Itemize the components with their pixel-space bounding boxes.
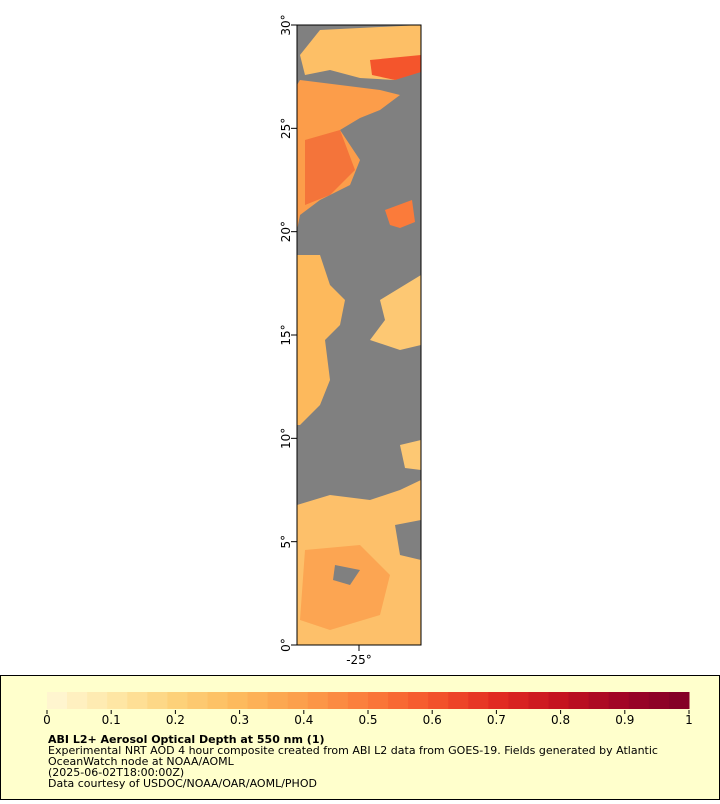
- colorbar-swatch: [668, 692, 690, 709]
- colorbar-tick-label: 0.8: [551, 713, 570, 727]
- y-tick-label: 15°: [279, 324, 293, 345]
- colorbar-swatch: [307, 692, 329, 709]
- colorbar-swatch: [428, 692, 449, 709]
- colorbar-swatch: [448, 692, 469, 709]
- colorbar-swatch: [488, 692, 509, 709]
- map-field: [296, 24, 422, 646]
- axes: 0° 5° 10° 15° 20° 25° 30° -25°: [279, 14, 372, 667]
- colorbar-swatch: [247, 692, 269, 709]
- colorbar-tick-label: 0.4: [294, 713, 313, 727]
- colorbar-tick-label: 0.7: [487, 713, 506, 727]
- colorbar-swatch: [207, 692, 229, 709]
- aod-region: [300, 545, 390, 630]
- y-tick-label: 30°: [279, 14, 293, 35]
- colorbar-swatch: [468, 692, 489, 709]
- colorbar-tick-label: 0.3: [230, 713, 249, 727]
- colorbar-tick-label: 0.2: [166, 713, 185, 727]
- colorbar-swatch: [408, 692, 429, 709]
- colorbar-swatch: [347, 692, 369, 709]
- caption-line: Data courtesy of USDOC/NOAA/OAR/AOML/PHO…: [48, 777, 317, 790]
- colorbar-tick-label: 0: [43, 713, 51, 727]
- colorbar-swatch: [588, 692, 610, 709]
- colorbar-tick-label: 0.6: [423, 713, 442, 727]
- colorbar-tick-label: 1: [685, 713, 693, 727]
- aod-region: [370, 55, 421, 80]
- aod-region: [385, 200, 415, 228]
- colorbar-swatch: [147, 692, 168, 709]
- colorbar-swatch: [227, 692, 249, 709]
- colorbar-tick-label: 0.1: [102, 713, 121, 727]
- colorbar-swatch: [67, 692, 88, 709]
- caption-line: OceanWatch node at NOAA/AOML: [48, 755, 235, 768]
- colorbar-swatch: [368, 692, 389, 709]
- colorbar-swatch: [608, 692, 630, 709]
- colorbar: 0 0.1 0.2 0.3 0.4 0.5 0.6 0.7 0.8 0.9 1: [43, 692, 693, 727]
- colorbar-swatch: [267, 692, 289, 709]
- y-tick-label: 25°: [279, 118, 293, 139]
- colorbar-swatch: [548, 692, 570, 709]
- colorbar-swatch: [107, 692, 128, 709]
- y-tick-label: 0°: [279, 638, 293, 652]
- colorbar-swatch: [187, 692, 208, 709]
- colorbar-swatch: [528, 692, 550, 709]
- x-tick-label: -25°: [346, 653, 372, 667]
- colorbar-swatch: [628, 692, 650, 709]
- colorbar-swatch: [508, 692, 529, 709]
- colorbar-swatch: [167, 692, 188, 709]
- y-tick-label: 10°: [279, 428, 293, 449]
- caption-line: Experimental NRT AOD 4 hour composite cr…: [48, 744, 658, 757]
- colorbar-swatch: [388, 692, 409, 709]
- y-tick-label: 20°: [279, 221, 293, 242]
- colorbar-tick-label: 0.9: [615, 713, 634, 727]
- caption-line: (2025-06-02T18:00:00Z): [48, 766, 184, 779]
- colorbar-swatch: [287, 692, 309, 709]
- colorbar-tick-label: 0.5: [358, 713, 377, 727]
- colorbar-swatch: [87, 692, 108, 709]
- aod-region: [305, 130, 355, 205]
- colorbar-swatch: [47, 692, 68, 709]
- colorbar-swatch: [327, 692, 349, 709]
- aod-region: [370, 275, 421, 350]
- aod-region: [297, 255, 345, 425]
- cloud-gap: [395, 520, 421, 560]
- colorbar-swatch: [648, 692, 670, 709]
- aod-region: [400, 440, 421, 470]
- colorbar-swatch: [127, 692, 148, 709]
- y-tick-label: 5°: [279, 535, 293, 549]
- cloud-gap: [333, 565, 360, 585]
- colorbar-swatch: [568, 692, 590, 709]
- caption-title: ABI L2+ Aerosol Optical Depth at 550 nm …: [48, 733, 325, 746]
